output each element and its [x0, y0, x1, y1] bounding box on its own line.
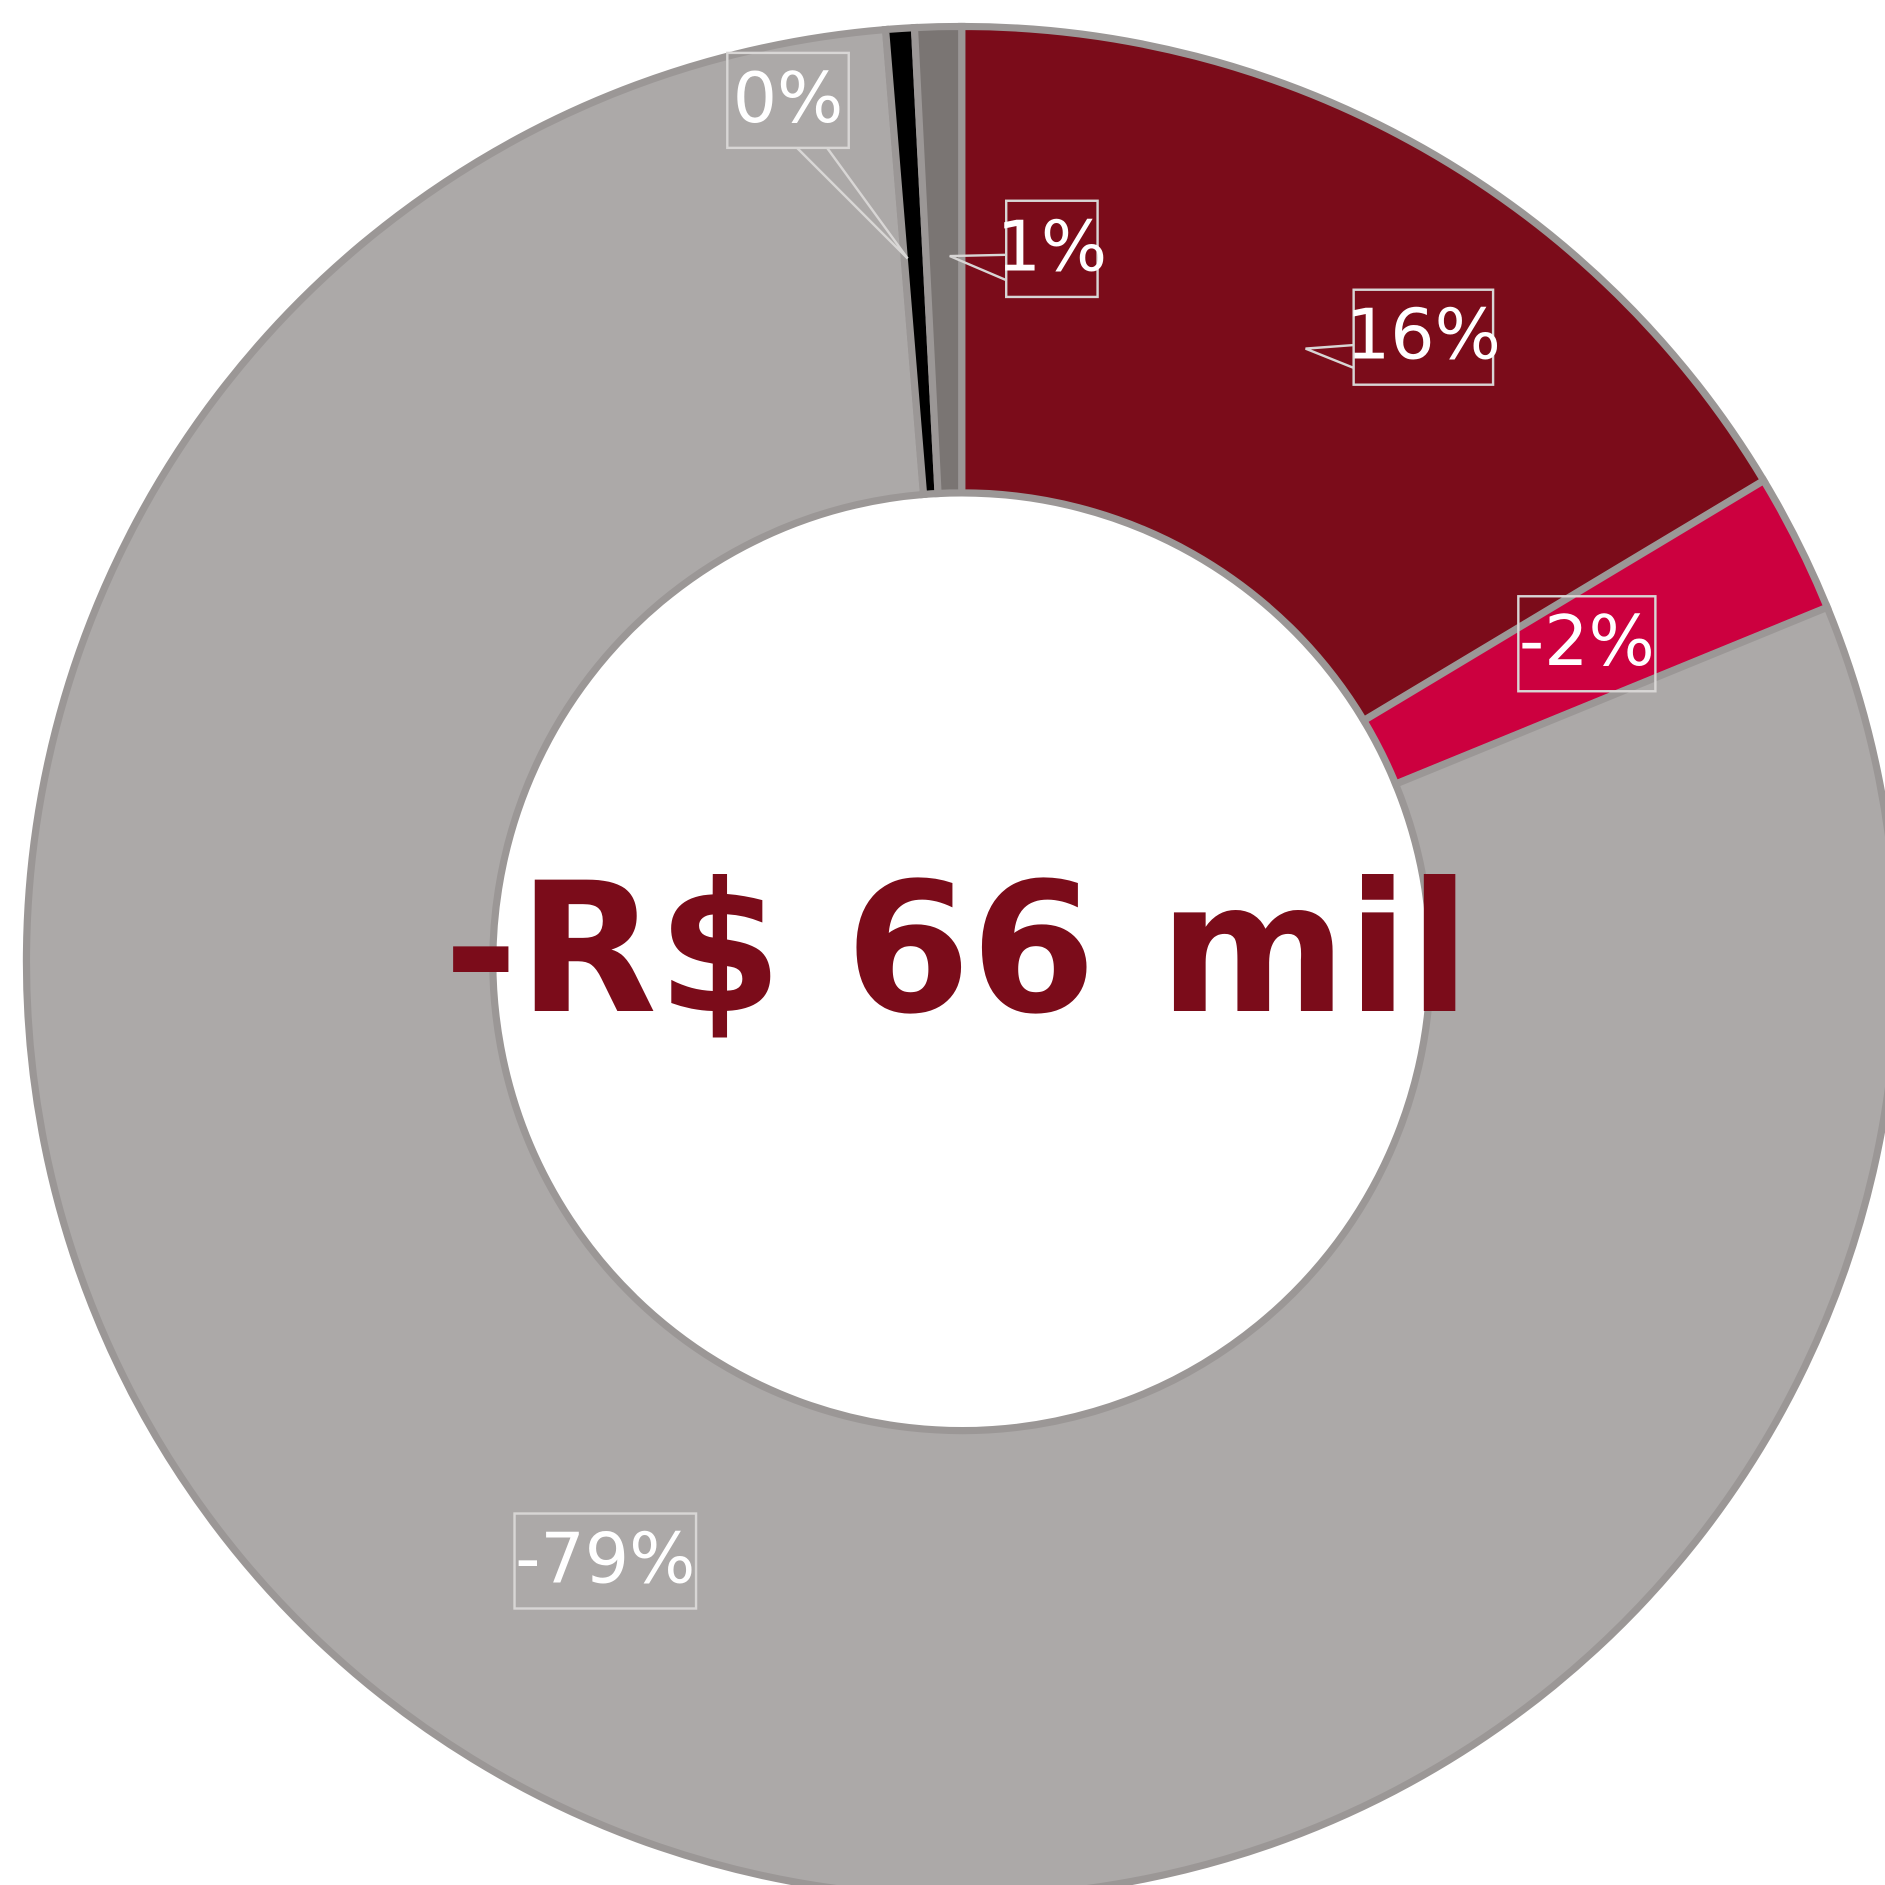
data-label: 16% [1346, 295, 1501, 376]
labels: 16% -2% -79% 0% 1% [513, 51, 1657, 1610]
data-label: 1% [997, 206, 1108, 287]
label-box [1352, 288, 1495, 386]
data-label: 0% [733, 58, 844, 139]
slice [958, 22, 1769, 726]
slice [22, 25, 1885, 1885]
label-callout [1305, 343, 1355, 369]
label-box [1517, 595, 1657, 693]
data-label: -2% [1519, 601, 1655, 682]
label-callout [796, 147, 909, 260]
label-callout [949, 253, 1007, 282]
center-label: -R$ 66 mil [443, 844, 1470, 1054]
label-box [726, 51, 850, 150]
slice [910, 22, 966, 498]
slices [22, 22, 1885, 1885]
label-box [1005, 199, 1099, 299]
data-label: -79% [515, 1518, 695, 1599]
label-box [513, 1512, 698, 1610]
